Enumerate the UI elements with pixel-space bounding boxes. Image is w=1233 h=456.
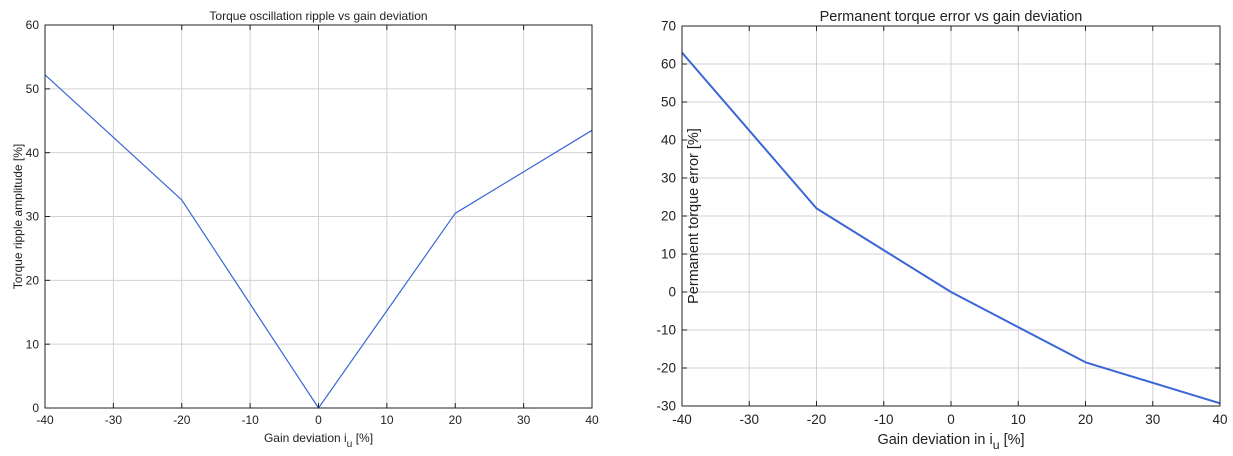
x-tick-label: 30 (517, 413, 531, 427)
x-tick-label: -20 (807, 412, 827, 427)
y-tick-label: 40 (661, 133, 676, 148)
y-tick-label: 50 (26, 82, 40, 96)
x-tick-label: -40 (36, 413, 54, 427)
x-axis-label: Gain deviation iu [%] (264, 431, 373, 450)
x-axis-label-subscript: u (993, 438, 1000, 452)
x-axis-label-text: Gain deviation in i (877, 432, 992, 448)
x-tick-label: 10 (380, 413, 394, 427)
y-tick-label: -30 (656, 399, 676, 414)
y-tick-label: 10 (661, 247, 676, 262)
chart-1: -40 -30 -20 -10 0 10 20 30 40 0 10 20 30 40 50 60 Torque… (11, 9, 599, 450)
x-axis-label-unit: [%] (1004, 432, 1025, 448)
y-axis-label: Torque ripple amplitude [%] (11, 144, 25, 289)
chart-title: Torque oscillation ripple vs gain deviat… (209, 9, 427, 23)
y-tick-label: 0 (32, 401, 39, 415)
x-tick-label: 40 (585, 413, 599, 427)
x-tick-label: 10 (1011, 412, 1026, 427)
y-tick-label: 20 (26, 274, 40, 288)
chart-2: -40 -30 -20 -10 0 10 20 30 40-30-20-100102030405… (656, 9, 1227, 452)
x-tick-label: -10 (241, 413, 259, 427)
y-tick-label: 60 (661, 57, 676, 72)
y-tick-label: -20 (656, 361, 676, 376)
y-tick-label: 50 (661, 95, 676, 110)
y-tick-label: -10 (656, 323, 676, 338)
y-axis-label: Permanent torque error [%] (686, 128, 702, 304)
x-tick-label: -20 (173, 413, 191, 427)
x-tick-label: -40 (672, 412, 692, 427)
x-tick-label: -30 (739, 412, 759, 427)
y-tick-label: 20 (661, 209, 676, 224)
x-tick-label: 20 (1078, 412, 1093, 427)
x-tick-label: 40 (1212, 412, 1227, 427)
chart-title: Permanent torque error vs gain deviation (820, 9, 1083, 25)
x-axis-label-unit: [%] (356, 431, 373, 445)
y-tick-label: 30 (661, 171, 676, 186)
x-tick-label: 30 (1145, 412, 1160, 427)
y-tick-label: 60 (26, 18, 40, 32)
x-tick-label: 0 (947, 412, 955, 427)
y-tick-label: 30 (26, 210, 40, 224)
x-axis-label-subscript: u (347, 439, 353, 450)
x-axis-label-text: Gain deviation i (264, 431, 347, 445)
y-tick-label: 70 (661, 19, 676, 34)
x-tick-label: -30 (105, 413, 123, 427)
x-tick-label: 20 (449, 413, 463, 427)
x-tick-label: 0 (315, 413, 322, 427)
x-tick-label: -10 (874, 412, 894, 427)
y-tick-label: 40 (26, 146, 40, 160)
y-tick-label: 10 (26, 337, 40, 351)
y-tick-label: 0 (668, 285, 676, 300)
x-axis-label: Gain deviation in iu [%] (877, 432, 1024, 452)
